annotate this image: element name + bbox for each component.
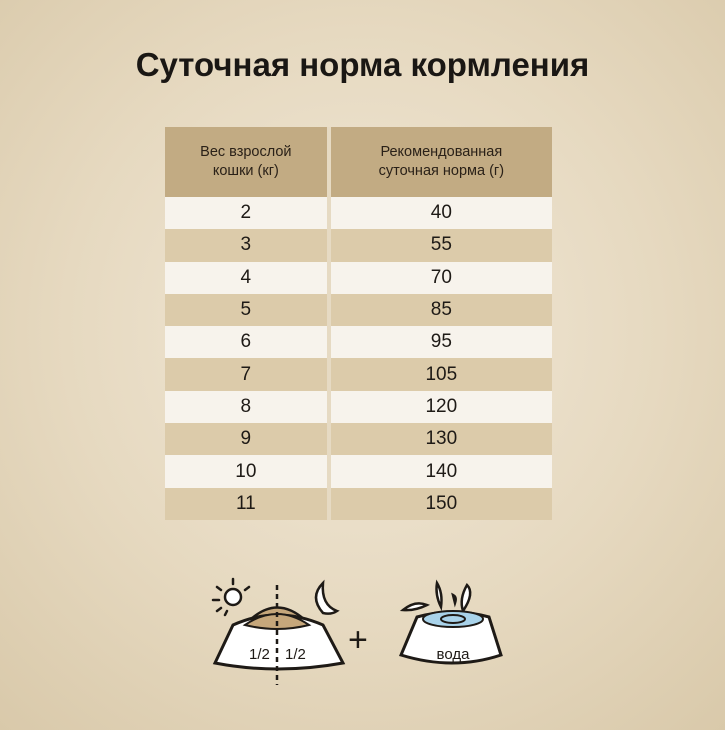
table-row: 2 40 xyxy=(165,197,552,230)
table-row: 6 95 xyxy=(165,326,552,359)
weight-cell: 11 xyxy=(165,487,331,520)
daily-amount-cell: 150 xyxy=(328,487,552,520)
weight-cell: 2 xyxy=(165,197,331,230)
daily-amount-cell: 130 xyxy=(328,423,552,456)
weight-cell: 8 xyxy=(165,390,331,424)
daily-amount-cell: 140 xyxy=(328,455,552,488)
plus-sign: + xyxy=(348,621,368,659)
weight-cell: 4 xyxy=(165,261,331,294)
table-row: 3 55 xyxy=(165,229,552,262)
daily-amount-cell: 120 xyxy=(328,390,552,424)
feeding-table: Вес взрослой кошки (кг) Рекомендованная с… xyxy=(165,127,552,520)
water-bowl-icon: вода xyxy=(398,579,503,665)
table-row: 4 70 xyxy=(165,261,552,294)
table-row: 11 150 xyxy=(165,487,552,520)
daily-amount-cell: 70 xyxy=(328,261,552,294)
daily-amount-cell: 40 xyxy=(328,197,552,230)
page-title: Суточная норма кормления xyxy=(135,46,590,83)
table-row: 8 120 xyxy=(165,390,552,424)
weight-cell: 7 xyxy=(165,358,331,391)
feeding-illustration: 1/2 1/2 + вода xyxy=(211,577,503,685)
evening-portion: 1/2 xyxy=(285,646,306,663)
weight-cell: 6 xyxy=(165,326,331,359)
food-bowl-icon: 1/2 1/2 xyxy=(212,585,346,685)
sun-icon xyxy=(211,577,251,617)
weight-cell: 10 xyxy=(165,455,331,488)
table-row: 10 140 xyxy=(165,455,552,488)
moon-icon xyxy=(314,579,340,615)
daily-amount-cell: 55 xyxy=(328,229,552,262)
column-header: Вес взрослой кошки (кг) xyxy=(165,127,331,197)
table-row: 7 105 xyxy=(165,358,552,391)
weight-cell: 3 xyxy=(165,229,331,262)
water-label: вода xyxy=(437,646,471,663)
weight-cell: 5 xyxy=(165,293,331,327)
table-row: 9 130 xyxy=(165,423,552,456)
daily-amount-cell: 95 xyxy=(328,326,552,359)
daily-amount-cell: 85 xyxy=(328,293,552,327)
column-header: Рекомендованная суточная норма (г) xyxy=(328,127,552,197)
daily-amount-cell: 105 xyxy=(328,358,552,391)
weight-cell: 9 xyxy=(165,423,331,456)
table-row: 5 85 xyxy=(165,293,552,327)
morning-portion: 1/2 xyxy=(249,646,270,663)
